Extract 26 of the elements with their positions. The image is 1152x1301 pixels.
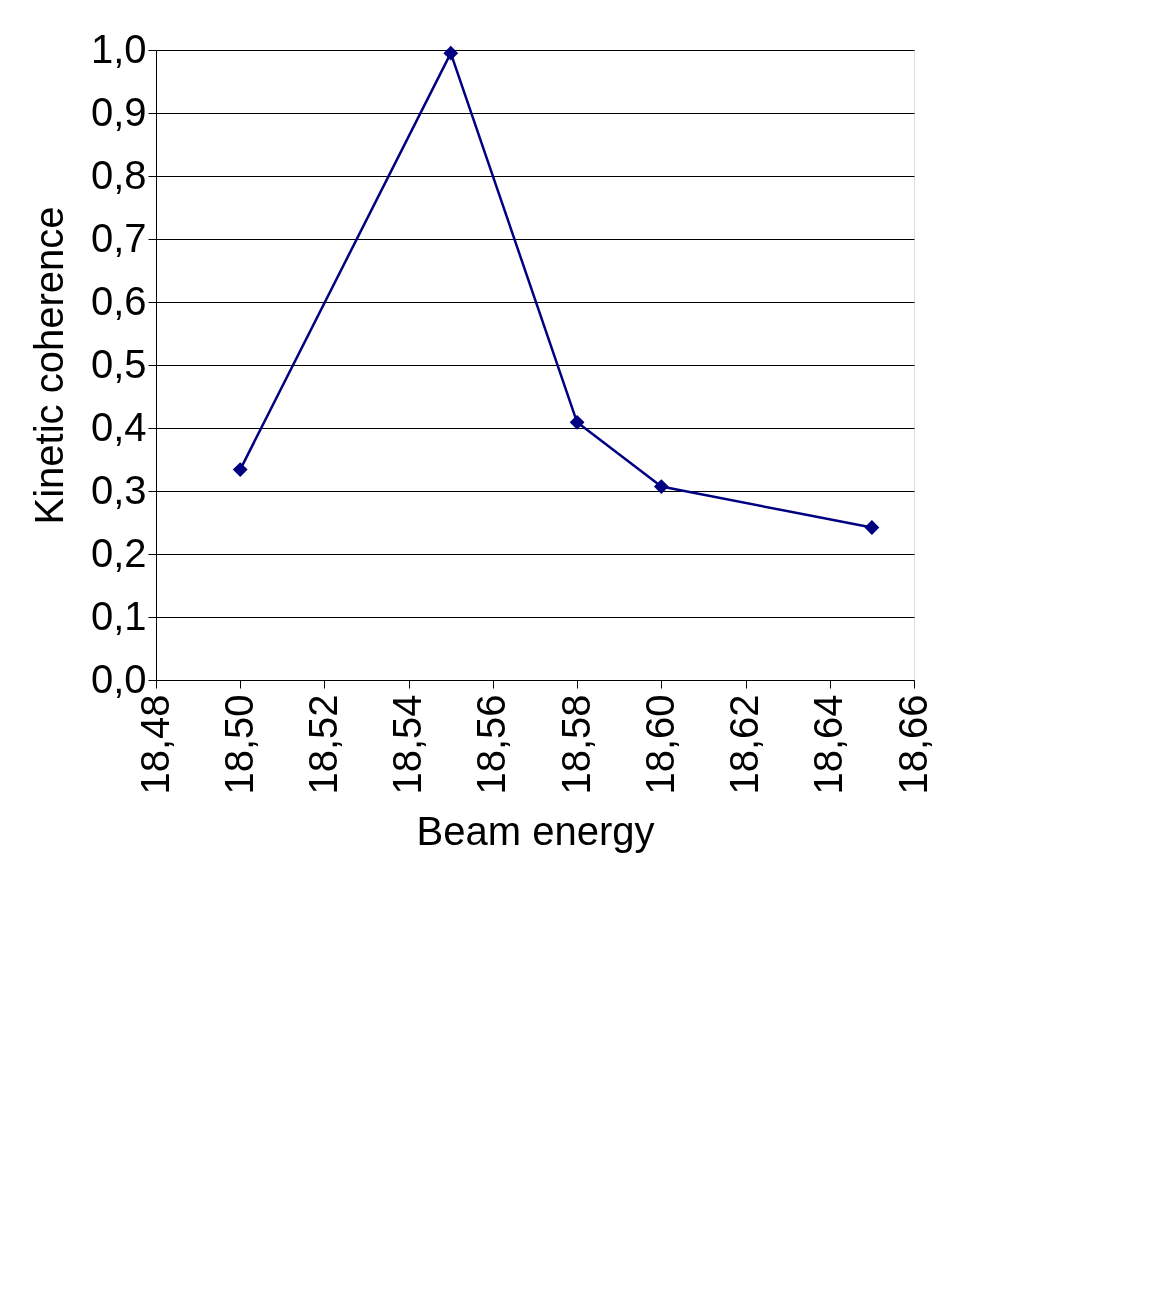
y-tick-label: 0,8 [90,152,147,197]
y-tick-label: 1,0 [90,26,147,71]
point [653,479,669,495]
x-tick-label: 18,62 [722,694,767,795]
point [864,520,880,535]
y-tick-label: 0,9 [90,89,147,134]
point [569,414,585,430]
point [443,45,459,61]
x-tick-label: 18,60 [637,694,682,795]
y-tick-label: 0,6 [90,278,147,323]
y-tick-label: 0,7 [90,215,147,260]
y-tick-label: 0,5 [90,341,147,386]
y-tick-label: 0,3 [90,467,147,512]
x-tick-label: 18,56 [469,694,514,795]
x-tick-label: 18,50 [216,694,261,795]
x-tick-label: 18,64 [806,694,851,795]
y-tick-label: 0,1 [90,593,147,638]
x-tick-label: 18,66 [890,694,935,795]
point [232,462,248,477]
y-tick-label: 0,4 [90,404,147,449]
x-tick-label: 18,58 [553,694,598,795]
x-tick-label: 18,52 [300,694,345,795]
y-tick-label: 0,2 [90,530,147,575]
y-axis-title: Kinetic coherence [26,206,71,525]
x-tick-label: 18,54 [385,694,430,795]
x-axis-title: Beam energy [416,808,655,853]
